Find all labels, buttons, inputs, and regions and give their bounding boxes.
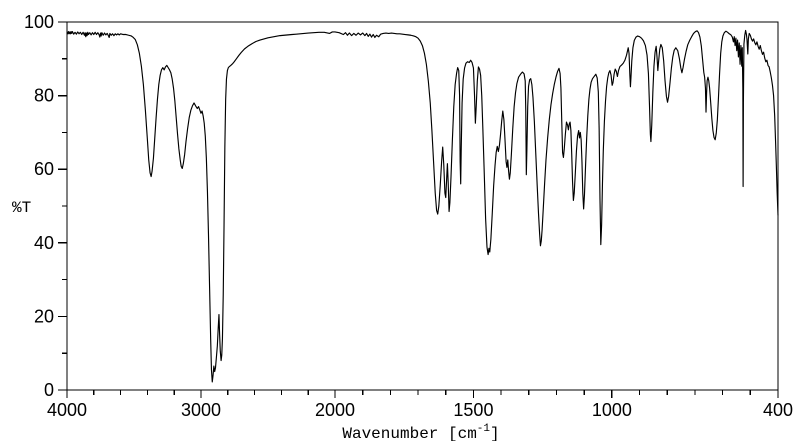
x-axis-tick-label: 1500 bbox=[453, 400, 493, 420]
y-axis-tick-label: 20 bbox=[34, 306, 54, 326]
y-axis-tick-label: 0 bbox=[44, 380, 54, 400]
x-axis-tick-label: 2000 bbox=[315, 400, 355, 420]
y-axis-tick-label: 40 bbox=[34, 233, 54, 253]
y-axis-tick-label: 80 bbox=[34, 86, 54, 106]
x-axis-tick-label: 3000 bbox=[181, 400, 221, 420]
x-axis-title: Wavenumber [cm-1] bbox=[342, 423, 499, 441]
x-axis-tick-label: 400 bbox=[763, 400, 793, 420]
y-axis-tick-label: 100 bbox=[24, 12, 54, 32]
plot-frame bbox=[66, 21, 779, 391]
x-axis-tick-label: 4000 bbox=[47, 400, 87, 420]
x-axis-tick-label: 1000 bbox=[592, 400, 632, 420]
y-axis-title: %T bbox=[12, 199, 31, 217]
spectrum-curve bbox=[66, 29, 779, 383]
y-axis-tick-label: 60 bbox=[34, 159, 54, 179]
